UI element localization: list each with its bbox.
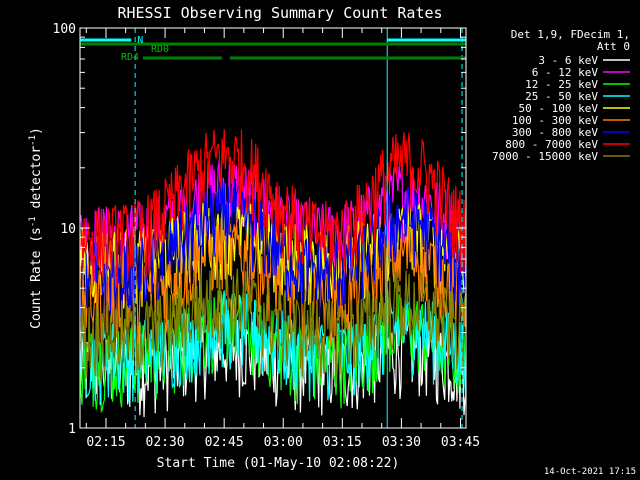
x-tick-label: 03:30 (382, 435, 421, 450)
legend-label-3: 25 - 50 keV (525, 90, 598, 103)
x-tick-label: 03:15 (323, 435, 362, 450)
x-tick-label: 03:45 (441, 435, 480, 450)
timestamp: 14-Oct-2021 17:15 (544, 467, 636, 477)
legend-label-4: 50 - 100 keV (519, 102, 599, 115)
legend-label-0: 3 - 6 keV (538, 54, 598, 67)
legend-label-8: 7000 - 15000 keV (492, 150, 598, 163)
x-tick-label: 02:15 (86, 435, 125, 450)
y-axis: 100 10 1 (53, 22, 466, 437)
series-line-8 (79, 268, 467, 383)
series-line-0 (79, 314, 467, 418)
flag-n-label: N (137, 35, 143, 46)
y-tick-label: 10 (60, 222, 76, 237)
legend-header-1: Det 1,9, FDecim 1, (511, 28, 630, 41)
series-line-7 (79, 129, 467, 288)
legend-label-7: 800 - 7000 keV (505, 138, 598, 151)
x-tick-label: 02:30 (146, 435, 185, 450)
series-line-6 (79, 179, 467, 323)
x-axis-label: Start Time (01-May-10 02:08:22) (157, 456, 400, 471)
y-tick-label: 100 (53, 22, 76, 37)
legend-label-5: 100 - 300 keV (512, 114, 598, 127)
x-axis: 02:15 02:30 02:45 03:00 03:15 03:30 03:45 (85, 28, 480, 450)
y-tick-label: 1 (68, 422, 76, 437)
y-axis-label: Count Rate (s-1 detector-1) (28, 127, 44, 329)
legend-label-6: 300 - 800 keV (512, 126, 598, 139)
legend-label-1: 6 - 12 keV (532, 66, 599, 79)
x-tick-label: 03:00 (264, 435, 303, 450)
x-tick-label: 02:45 (205, 435, 244, 450)
flag-rd4-label: RD4 (121, 52, 139, 63)
plot-area: N RD0 RD4 (79, 28, 467, 428)
chart-title: RHESSI Observing Summary Count Rates (117, 4, 442, 22)
flag-rd0-label: RD0 (151, 44, 169, 55)
legend-label-2: 12 - 25 keV (525, 78, 598, 91)
legend-header-2: Att 0 (597, 40, 630, 53)
